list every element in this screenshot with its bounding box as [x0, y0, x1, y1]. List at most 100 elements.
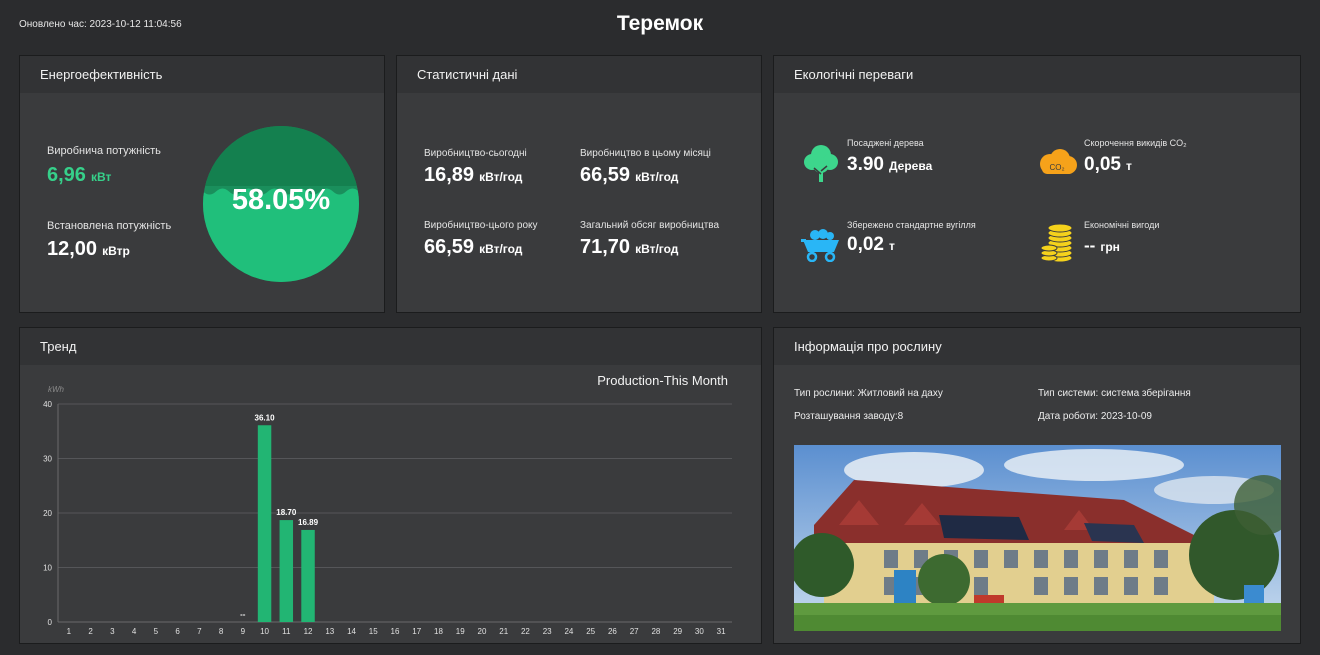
efficiency-percent: 58.05% — [231, 184, 331, 216]
trend-panel-title: Тренд — [20, 328, 761, 365]
x-tick-label: 22 — [521, 627, 530, 636]
tree-icon — [802, 142, 840, 189]
trees-unit: Дерева — [888, 159, 933, 173]
page-title: Теремок — [616, 12, 704, 35]
stat-month-label: Виробництво в цьому місяці — [580, 148, 711, 159]
x-tick-label: 6 — [175, 627, 180, 636]
coal-unit: т — [888, 239, 895, 253]
x-tick-label: 16 — [391, 627, 400, 636]
y-tick-label: 40 — [43, 400, 52, 409]
x-tick-label: 28 — [651, 627, 660, 636]
installed-power-unit: кВтр — [102, 244, 130, 258]
stat-total-label: Загальний обсяг виробництва — [580, 220, 720, 231]
x-tick-label: 9 — [241, 627, 246, 636]
co2-number: 0,05 — [1084, 154, 1121, 175]
x-tick-label: 2 — [88, 627, 93, 636]
x-tick-label: 20 — [478, 627, 487, 636]
stat-total-value: 71,70 кВт/год — [580, 236, 678, 259]
co2-unit: т — [1125, 159, 1132, 173]
stat-today-label: Виробництво-сьогодні — [424, 148, 527, 159]
stat-month-number: 66,59 — [580, 164, 631, 186]
statistics-panel: Статистичні дані Виробництво-сьогодні 16… — [396, 55, 762, 313]
x-tick-label: 21 — [499, 627, 508, 636]
stat-today-number: 16,89 — [424, 164, 475, 186]
x-tick-label: 8 — [219, 627, 224, 636]
eco-benefits-panel: Екологічні переваги Посаджені дерева 3.9… — [773, 55, 1301, 313]
x-tick-label: 26 — [608, 627, 617, 636]
economic-unit: грн — [1100, 240, 1120, 254]
x-tick-label: 4 — [132, 627, 137, 636]
chart-title: Production-This Month — [597, 373, 728, 388]
efficiency-gauge: 58.05% — [203, 126, 359, 282]
bar — [301, 529, 315, 622]
production-power-value: 6,96 кВт — [47, 164, 111, 187]
coal-value: 0,02 т — [847, 234, 895, 256]
installed-power-number: 12,00 — [47, 238, 98, 260]
x-tick-label: 15 — [369, 627, 378, 636]
stats-panel-title: Статистичні дані — [397, 56, 761, 93]
trees-label: Посаджені дерева — [847, 138, 924, 148]
x-tick-label: 17 — [412, 627, 421, 636]
x-tick-label: 24 — [564, 627, 573, 636]
coal-cart-icon — [801, 228, 841, 267]
stat-year-number: 66,59 — [424, 236, 475, 258]
co2-badge-text: CO₂ — [1049, 163, 1064, 172]
energy-efficiency-panel: Енергоефективність Виробнича потужність … — [19, 55, 385, 313]
bar-data-label: 16.89 — [298, 518, 319, 527]
x-tick-label: 19 — [456, 627, 465, 636]
y-tick-label: 30 — [43, 455, 52, 464]
y-tick-label: 10 — [43, 564, 52, 573]
installed-power-label: Встановлена потужність — [47, 220, 172, 232]
x-tick-label: 31 — [717, 627, 726, 636]
x-tick-label: 23 — [543, 627, 552, 636]
y-tick-label: 20 — [43, 509, 52, 518]
bar-data-label: -- — [240, 610, 246, 619]
economic-number: -- — [1084, 236, 1096, 255]
co2-label: Скорочення викидів CO₂ — [1084, 138, 1187, 148]
trend-panel: Тренд Production-This Month kWh 0 10 20 30 40… — [19, 327, 762, 644]
coal-number: 0,02 — [847, 234, 884, 255]
energy-panel-title: Енергоефективність — [20, 56, 384, 93]
x-tick-label: 10 — [260, 627, 269, 636]
stat-total-number: 71,70 — [580, 236, 631, 258]
plant-photo — [794, 445, 1281, 631]
stat-month-unit: кВт/год — [635, 170, 679, 184]
x-tick-label: 12 — [304, 627, 313, 636]
start-date: Дата роботи: 2023-10-09 — [1038, 411, 1152, 422]
stat-total-unit: кВт/год — [635, 242, 679, 256]
x-tick-label: 27 — [630, 627, 639, 636]
stat-today-unit: кВт/год — [479, 170, 523, 184]
x-tick-label: 5 — [154, 627, 159, 636]
x-tick-label: 25 — [586, 627, 595, 636]
x-tick-label: 14 — [347, 627, 356, 636]
co2-cloud-icon: CO₂ — [1036, 148, 1078, 181]
stat-year-value: 66,59 кВт/год — [424, 236, 522, 259]
stat-year-unit: кВт/год — [479, 242, 523, 256]
x-tick-label: 3 — [110, 627, 115, 636]
trees-value: 3.90 Дерева — [847, 154, 932, 176]
co2-value: 0,05 т — [1084, 154, 1132, 176]
y-axis-unit: kWh — [48, 385, 65, 394]
x-tick-label: 7 — [197, 627, 202, 636]
plant-panel-title: Інформація про рослину — [774, 328, 1300, 365]
x-tick-label: 18 — [434, 627, 443, 636]
trees-number: 3.90 — [847, 154, 884, 175]
production-power-number: 6,96 — [47, 164, 86, 186]
production-power-label: Виробнича потужність — [47, 145, 161, 157]
eco-panel-title: Екологічні переваги — [774, 56, 1300, 93]
stat-today-value: 16,89 кВт/год — [424, 164, 522, 187]
x-tick-label: 29 — [673, 627, 682, 636]
x-tick-label: 1 — [67, 627, 72, 636]
economic-label: Економічні вигоди — [1084, 220, 1160, 230]
production-power-unit: кВт — [90, 170, 112, 184]
stat-month-value: 66,59 кВт/год — [580, 164, 678, 187]
plant-type: Тип рослини: Житловий на даху — [794, 388, 943, 399]
bar — [257, 425, 272, 622]
installed-power-value: 12,00 кВтр — [47, 238, 130, 261]
x-tick-label: 13 — [325, 627, 334, 636]
bar-data-label: 36.10 — [255, 413, 276, 422]
bar-data-label: 18.70 — [276, 508, 297, 517]
bar — [279, 520, 294, 622]
economic-value: -- грн — [1084, 236, 1120, 256]
